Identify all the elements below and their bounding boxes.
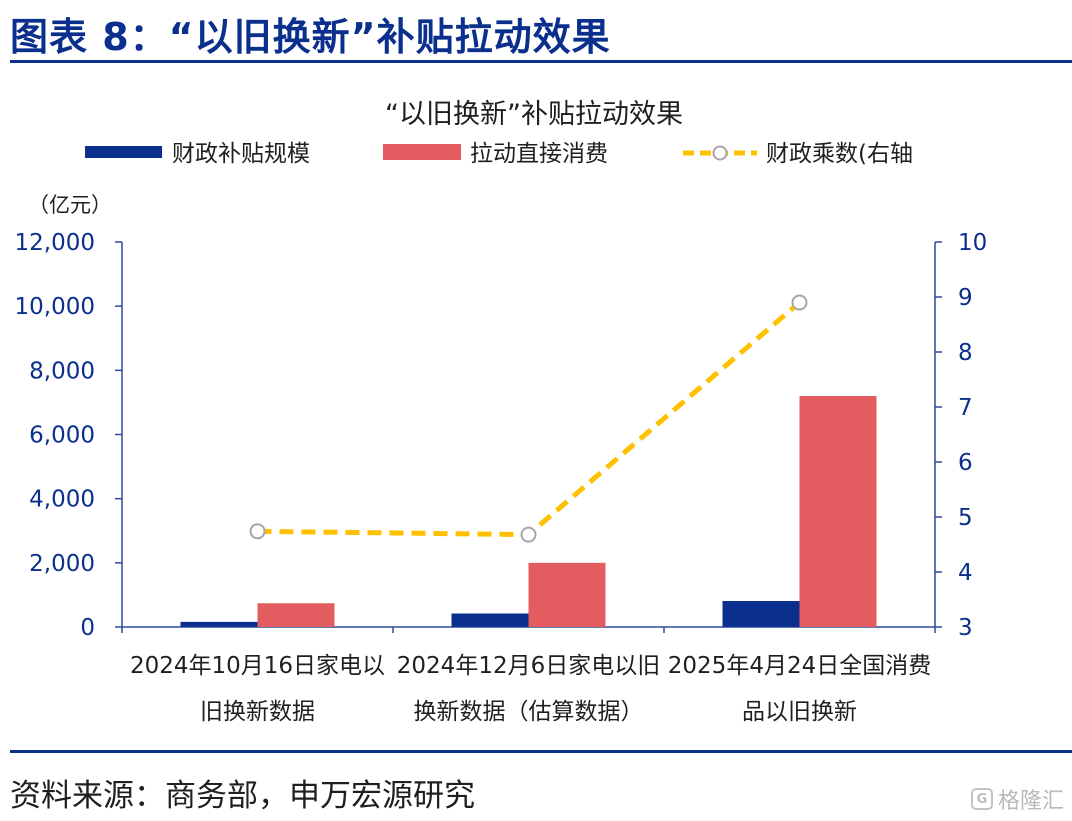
footer-divider bbox=[10, 750, 1072, 753]
bar-series bbox=[180, 396, 877, 627]
left-y-tick-label: 6,000 bbox=[29, 423, 95, 449]
watermark-text: 格隆汇 bbox=[997, 789, 1064, 814]
left-y-tick-label: 2,000 bbox=[29, 551, 95, 577]
axes: 0 2,000 4,000 6,000 8,000 10,000 12,000 3 4 5 6 7 8 9… bbox=[15, 230, 988, 641]
right-y-tick-label: 5 bbox=[958, 505, 973, 531]
right-y-tick-label: 9 bbox=[958, 285, 973, 311]
bar-subsidy bbox=[180, 621, 258, 627]
right-y-tick-label: 10 bbox=[958, 230, 987, 256]
x-tick-label: 2025年4月24日全国消费 bbox=[668, 653, 931, 679]
chart-title: “以旧换新”补贴拉动效果 bbox=[385, 99, 683, 130]
multiplier-point bbox=[520, 526, 537, 543]
watermark: G 格隆汇 bbox=[970, 783, 1064, 815]
left-y-tick-label: 0 bbox=[80, 615, 95, 641]
multiplier-point bbox=[791, 294, 808, 311]
chart: “以旧换新”补贴拉动效果 财政补贴规模 拉动直接消费 财政乘数(右轴 （亿元） … bbox=[15, 99, 988, 725]
bar-consumption bbox=[799, 396, 877, 627]
line-series bbox=[249, 294, 808, 543]
legend-label-consumption: 拉动直接消费 bbox=[470, 141, 608, 167]
multiplier-line bbox=[257, 300, 802, 538]
left-y-tick-label: 4,000 bbox=[29, 487, 95, 513]
right-y-tick-label: 6 bbox=[958, 450, 973, 476]
bar-subsidy bbox=[451, 613, 529, 627]
left-y-tick-label: 10,000 bbox=[15, 294, 95, 320]
right-y-tick-label: 8 bbox=[958, 340, 973, 366]
x-tick-label: 换新数据（估算数据） bbox=[414, 699, 644, 725]
x-tick-label: 2024年10月16日家电以 bbox=[130, 653, 385, 679]
bar-consumption bbox=[257, 603, 335, 627]
figure-title: 图表 8：“以旧换新”补贴拉动效果 bbox=[10, 15, 611, 59]
legend: 财政补贴规模 拉动直接消费 财政乘数(右轴 bbox=[85, 141, 913, 167]
x-tick-label: 品以旧换新 bbox=[742, 699, 857, 725]
header-divider bbox=[10, 60, 1072, 63]
right-y-tick-label: 3 bbox=[958, 615, 973, 641]
legend-swatch-consumption bbox=[383, 144, 461, 160]
multiplier-point bbox=[249, 523, 266, 540]
legend-label-multiplier: 财政乘数(右轴 bbox=[766, 141, 913, 167]
left-y-tick-label: 8,000 bbox=[29, 358, 95, 384]
x-tick-label: 2024年12月6日家电以旧 bbox=[397, 653, 660, 679]
x-tick-label: 旧换新数据 bbox=[200, 699, 315, 725]
source-note: 资料来源：商务部，申万宏源研究 bbox=[10, 778, 475, 814]
y-axis-unit-label: （亿元） bbox=[28, 193, 112, 217]
bar-consumption bbox=[528, 562, 606, 627]
bar-subsidy bbox=[722, 601, 800, 627]
right-y-tick-label: 4 bbox=[958, 560, 973, 586]
legend-swatch-subsidy bbox=[85, 146, 162, 158]
legend-label-subsidy: 财政补贴规模 bbox=[172, 141, 310, 167]
left-y-tick-label: 12,000 bbox=[15, 230, 95, 256]
watermark-logo-icon: G bbox=[970, 788, 993, 810]
right-y-tick-label: 7 bbox=[958, 395, 973, 421]
legend-marker-multiplier bbox=[712, 145, 728, 161]
